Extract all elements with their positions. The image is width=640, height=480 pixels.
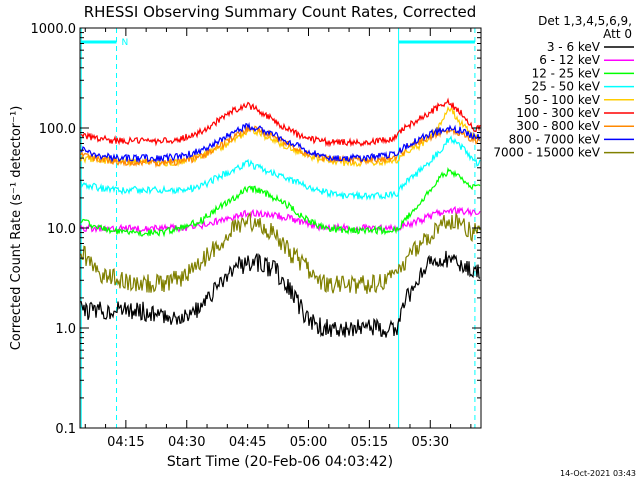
plot-area: N — [80, 28, 481, 428]
legend-label: 300 - 800 keV — [516, 119, 600, 133]
x-tick-label: 04:15 — [107, 435, 144, 450]
x-axis-label: Start Time (20-Feb-06 04:03:42) — [167, 454, 393, 470]
legend-label: 7000 - 15000 keV — [493, 146, 600, 160]
night-marker-label: N — [122, 38, 129, 48]
x-tick-label: 04:45 — [229, 435, 266, 450]
y-tick-label: 10.0 — [47, 222, 76, 237]
chart-title: RHESSI Observing Summary Count Rates, Co… — [84, 3, 477, 21]
x-tick-label: 05:15 — [351, 435, 388, 450]
legend-header-line1: Det 1,3,4,5,6,9, — [538, 14, 632, 28]
legend-label: 6 - 12 keV — [539, 53, 601, 67]
series-line-0 — [80, 250, 481, 338]
y-axis: 0.1 1.0 10.0 100.0 1000.0 — [31, 22, 481, 437]
legend-label: 800 - 7000 keV — [509, 132, 601, 146]
x-tick-label: 05:00 — [290, 435, 327, 450]
legend-label: 50 - 100 keV — [524, 93, 601, 107]
legend-label: 100 - 300 keV — [516, 106, 600, 120]
legend-label: 25 - 50 keV — [532, 80, 601, 94]
legend-label: 3 - 6 keV — [547, 40, 601, 54]
legend-header-line2: Att 0 — [603, 27, 632, 41]
y-tick-label: 100.0 — [39, 122, 76, 137]
x-tick-label: 04:30 — [168, 435, 205, 450]
series-line-1 — [80, 205, 481, 234]
y-axis-label: Corrected Count Rate (s⁻¹ detector⁻¹) — [9, 106, 24, 351]
x-tick-label: 05:30 — [412, 435, 449, 450]
y-tick-label: 0.1 — [55, 422, 76, 437]
y-tick-label: 1.0 — [55, 322, 76, 337]
series-line-5 — [80, 97, 481, 148]
timestamp: 14-Oct-2021 03:43 — [560, 469, 636, 478]
series-line-7 — [80, 122, 481, 164]
legend-label: 12 - 25 keV — [532, 66, 601, 80]
series-line-8 — [80, 211, 481, 294]
series-line-3 — [80, 135, 481, 201]
y-tick-label: 1000.0 — [31, 22, 77, 37]
series-line-2 — [80, 166, 481, 238]
x-axis: 04:15 04:30 04:45 05:00 05:15 05:30 — [84, 28, 472, 450]
